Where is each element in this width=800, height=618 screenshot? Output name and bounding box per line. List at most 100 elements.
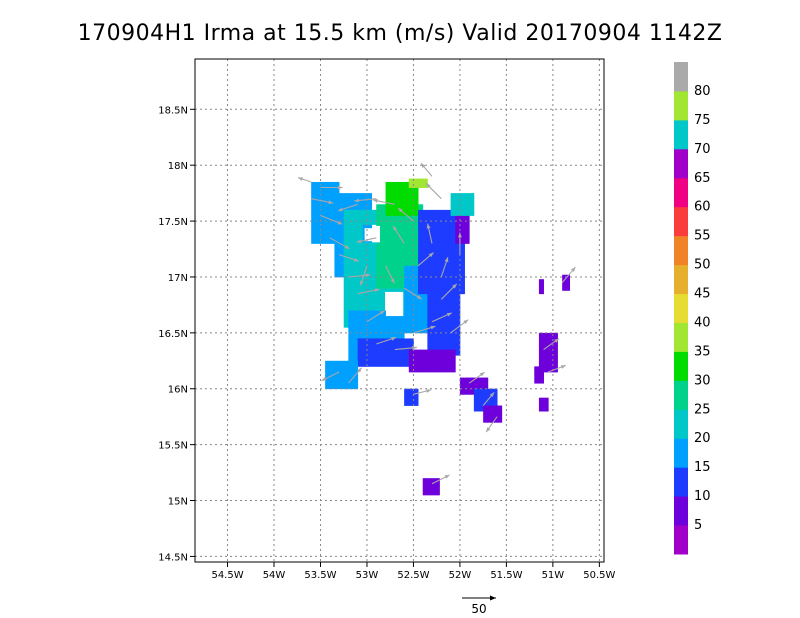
data-cell [376,247,381,253]
data-cell [379,221,385,226]
data-cell [413,252,418,258]
data-cell [343,255,348,261]
data-cell [369,295,374,301]
data-cell [396,188,401,194]
data-cell [445,328,451,334]
data-cell [463,377,468,382]
data-cell [404,288,409,294]
colorbar-label: 80 [694,84,711,99]
data-cell [474,377,479,382]
data-cell [488,388,493,394]
data-cell [376,338,381,340]
data-cell [434,319,439,325]
data-cell [429,222,434,228]
data-cell [458,271,464,277]
data-cell [459,389,465,395]
data-cell [340,361,345,367]
data-cell [409,243,414,249]
data-cell [550,354,555,359]
data-cell [496,393,498,399]
data-cell [329,194,334,200]
data-cell [370,320,375,326]
data-cell [366,325,372,330]
y-tick-label: 16N [168,385,188,396]
data-cell [438,323,443,329]
data-cell [432,253,438,259]
data-cell [351,384,356,390]
data-cell [318,225,323,231]
data-cell [546,367,551,373]
data-cell [409,225,414,231]
data-cell [498,417,503,423]
data-cell [325,360,330,363]
data-cell [340,384,345,390]
data-cell [433,481,439,487]
data-cell [391,361,396,367]
data-cell [449,367,454,373]
data-cell [362,295,367,301]
data-cell [376,252,381,258]
data-cell [347,304,352,310]
data-cell [538,279,544,281]
data-cell [373,282,378,288]
data-cell [550,349,555,355]
data-cell [444,217,449,223]
data-cell [486,408,491,414]
data-cell [427,314,432,320]
data-cell [366,304,371,310]
data-cell [354,264,359,270]
wind-vector [440,257,449,278]
data-cell [483,417,488,423]
data-cell [358,304,363,310]
wind-vector [392,225,405,244]
data-cell [389,188,394,194]
data-cell [421,253,426,259]
data-cell [351,366,356,372]
data-cell [314,181,320,186]
data-cell [442,310,447,316]
data-cell [372,339,377,345]
data-cell [369,269,374,275]
data-cell [347,384,352,390]
data-cell [404,314,409,320]
data-cell [442,314,447,320]
data-cell [449,323,454,329]
data-cell [459,380,465,386]
data-cell [311,216,316,222]
data-cell [322,216,327,222]
data-cell [404,188,409,194]
data-cell [451,275,456,281]
data-cell [449,341,454,347]
data-cell [415,388,419,393]
data-cell [387,344,392,349]
wind-vector-head [337,220,343,225]
data-cell [366,329,372,335]
data-cell [322,221,327,226]
data-cell [347,215,352,221]
data-cell [314,194,320,200]
data-cell [407,310,412,316]
wind-vector [366,310,385,323]
data-cell [425,284,430,290]
data-cell [379,270,385,276]
data-cell [450,206,455,212]
data-cell [383,344,388,349]
data-cell [394,247,399,253]
data-cell [425,271,430,277]
data-cell [442,297,447,302]
data-cell [436,266,441,272]
data-cell [338,209,343,215]
data-cell [362,209,367,212]
data-cell [453,332,458,338]
data-cell [352,342,357,348]
data-cell [372,352,377,358]
data-cell [334,268,339,273]
data-cell [451,240,456,245]
data-cell [542,336,547,342]
wind-vector [356,237,377,244]
data-cell [374,329,379,335]
data-cell [314,203,320,209]
data-cell [343,246,348,252]
data-cell [373,246,378,252]
data-cell [404,323,409,329]
